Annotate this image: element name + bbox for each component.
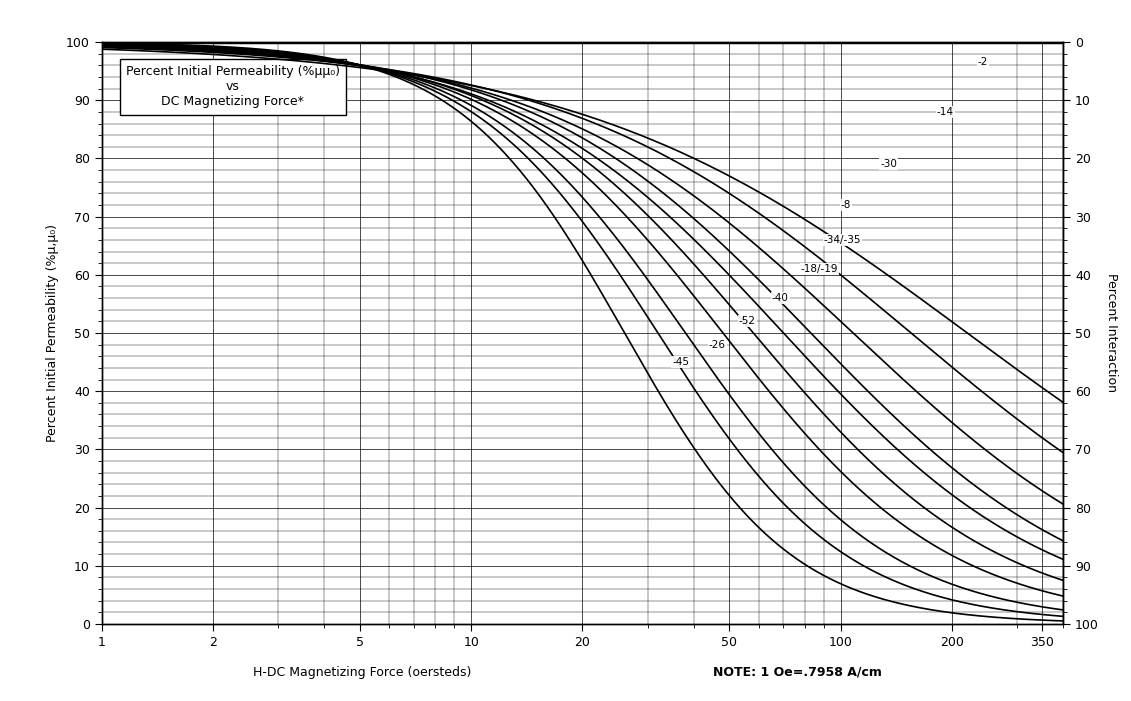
Y-axis label: Percent Initial Permeability (%μ,μ₀): Percent Initial Permeability (%μ,μ₀): [46, 224, 59, 442]
Text: -45: -45: [672, 357, 689, 367]
Text: -2: -2: [978, 57, 988, 67]
Text: -52: -52: [739, 316, 756, 327]
Text: -40: -40: [771, 293, 788, 303]
Text: -26: -26: [709, 339, 726, 350]
Text: NOTE: 1 Oe=.7958 A/cm: NOTE: 1 Oe=.7958 A/cm: [713, 665, 881, 679]
Y-axis label: Percent Interaction: Percent Interaction: [1105, 273, 1119, 393]
Text: -30: -30: [880, 159, 897, 169]
Text: -34/-35: -34/-35: [823, 235, 862, 245]
Text: H-DC Magnetizing Force (oersteds): H-DC Magnetizing Force (oersteds): [252, 665, 472, 679]
Text: -8: -8: [840, 200, 852, 210]
Text: -14: -14: [936, 107, 953, 117]
Text: Percent Initial Permeability (%μμ₀)
vs
DC Magnetizing Force*: Percent Initial Permeability (%μμ₀) vs D…: [126, 65, 339, 109]
Text: -18/-19: -18/-19: [801, 264, 838, 274]
